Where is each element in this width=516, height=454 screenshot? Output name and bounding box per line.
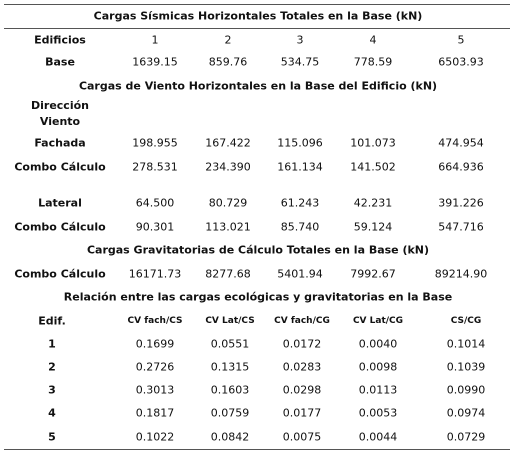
cell: 2 [224,33,232,47]
section-title: Cargas Sísmicas Horizontales Totales en … [93,9,423,23]
cell: 0.0040 [358,337,398,351]
cell: 64.500 [135,196,175,210]
cell: 0.0298 [282,383,322,397]
row-label: 3 [48,383,56,397]
row-label: Combo Cálculo [14,267,106,281]
cell: CV fach/CS [127,316,183,326]
rule [4,4,510,5]
cell: 0.0098 [358,360,398,374]
section-title: Cargas Gravitatorias de Cálculo Totales … [86,243,430,257]
cell: 167.422 [205,136,251,150]
cell: 141.502 [350,160,396,174]
cell: 0.0729 [446,430,486,444]
cell: 0.1022 [135,430,175,444]
cell: 198.955 [132,136,178,150]
row-label: Edificios [34,33,86,47]
cell: 1639.15 [132,55,178,69]
cell: CV Lat/CS [205,316,255,326]
cell: 59.124 [353,220,393,234]
cell: 80.729 [208,196,248,210]
row-label: Dirección Viento [31,99,89,128]
rule [4,28,510,29]
cell: 664.936 [438,160,484,174]
cell: CV fach/CG [274,316,330,326]
cell: 0.1315 [210,360,250,374]
cell: 0.1817 [135,406,175,420]
cell: 0.2726 [135,360,175,374]
cell: 16171.73 [128,267,182,281]
row-label: Base [45,55,75,69]
cell: 7992.67 [350,267,396,281]
row-label: Combo Cálculo [14,160,106,174]
cell: 61.243 [280,196,320,210]
cell: 4 [369,33,377,47]
cell: 0.1699 [135,337,175,351]
cell: 101.073 [350,136,396,150]
cell: 0.0283 [282,360,322,374]
cell: 0.0842 [210,430,250,444]
cell: 474.954 [438,136,484,150]
cell: 0.0044 [358,430,398,444]
cell: 0.0113 [358,383,398,397]
cell: 391.226 [438,196,484,210]
cell: 0.3013 [135,383,175,397]
cell: 90.301 [135,220,175,234]
cell: 85.740 [280,220,320,234]
cell: 0.1014 [446,337,486,351]
cell: 113.021 [205,220,251,234]
cell: 859.76 [208,55,248,69]
cell: 42.231 [353,196,393,210]
cell: 8277.68 [205,267,251,281]
cell: CS/CG [450,316,482,326]
cell: 0.0075 [282,430,322,444]
cell: 0.0177 [282,406,322,420]
row-label: 5 [48,430,56,444]
row-label: Lateral [38,196,82,210]
cell: 89214.90 [434,267,488,281]
cell: 278.531 [132,160,178,174]
cell: 0.0551 [210,337,250,351]
cell: 0.0172 [282,337,322,351]
rule [4,449,510,450]
cell: 534.75 [280,55,320,69]
cell: 0.0990 [446,383,486,397]
cell: 0.1039 [446,360,486,374]
cell: 547.716 [438,220,484,234]
row-label: Fachada [34,136,86,150]
row-label: Combo Cálculo [14,220,106,234]
cell: 0.0759 [210,406,250,420]
row-label: 4 [48,406,56,420]
cell: 3 [296,33,304,47]
cell: 5401.94 [277,267,323,281]
row-label: 1 [48,337,56,351]
cell: 0.0974 [446,406,486,420]
cell: 1 [151,33,159,47]
cell: 778.59 [353,55,393,69]
row-label: Edif. [38,314,66,328]
cell: 6503.93 [438,55,484,69]
cell: 5 [457,33,465,47]
cell: 0.1603 [210,383,250,397]
section-title: Cargas de Viento Horizontales en la Base… [78,79,438,93]
cell: 161.134 [277,160,323,174]
row-label: 2 [48,360,56,374]
cell: 115.096 [277,136,323,150]
cell: CV Lat/CG [352,316,404,326]
cell: 0.0053 [358,406,398,420]
cell: 234.390 [205,160,251,174]
section-title: Relación entre las cargas ecológicas y g… [63,290,453,304]
